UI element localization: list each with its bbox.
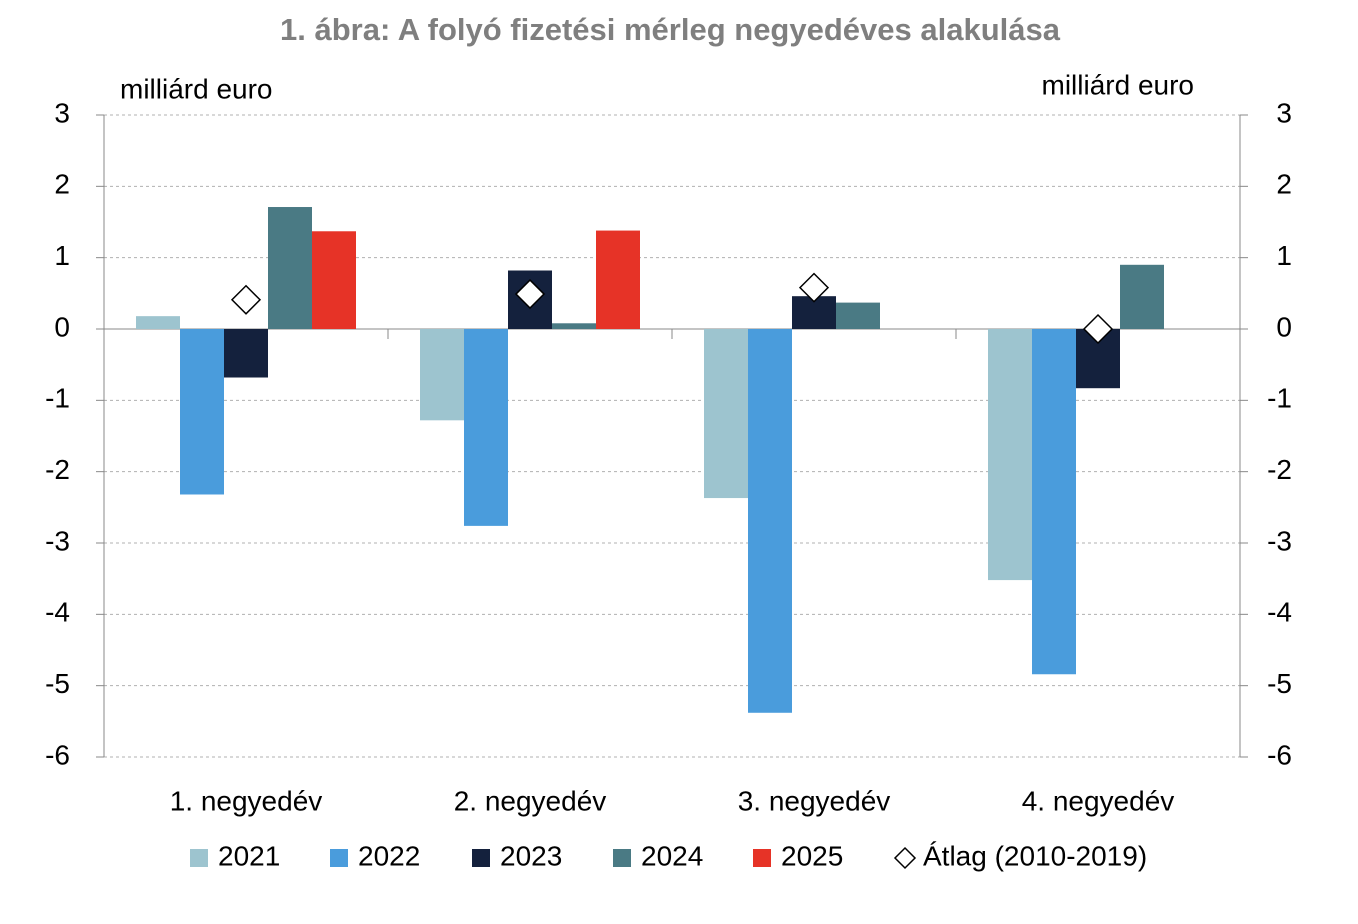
average-marker xyxy=(514,278,546,310)
bar xyxy=(136,316,180,329)
bar xyxy=(268,207,312,329)
bar xyxy=(420,329,464,421)
legend-label: 2022 xyxy=(358,840,420,871)
legend-swatch xyxy=(893,846,917,870)
x-tick-label: 3. negyedév xyxy=(738,785,891,816)
y2-tick-label: -2 xyxy=(1267,454,1292,485)
y2-tick-label: -6 xyxy=(1267,739,1292,770)
legend-label: 2025 xyxy=(781,840,843,871)
legend-swatch xyxy=(472,849,490,867)
legend-label: 2021 xyxy=(218,840,280,871)
bar xyxy=(464,329,508,526)
y2-axis-label: milliárd euro xyxy=(1042,69,1195,100)
legend-swatch xyxy=(330,849,348,867)
bar xyxy=(180,329,224,495)
y2-tick-label: -1 xyxy=(1267,383,1292,414)
x-tick-label: 1. negyedév xyxy=(170,785,323,816)
y-tick-label: -3 xyxy=(45,525,70,556)
y2-tick-label: -3 xyxy=(1267,525,1292,556)
legend-swatch xyxy=(190,849,208,867)
x-tick-label: 2. negyedév xyxy=(454,785,607,816)
bar xyxy=(836,302,880,329)
chart-title: 1. ábra: A folyó fizetési mérleg negyedé… xyxy=(280,12,1061,47)
bar xyxy=(704,329,748,499)
y2-tick-label: -4 xyxy=(1267,597,1292,628)
bar xyxy=(552,323,596,329)
y-tick-label: -2 xyxy=(45,454,70,485)
bar xyxy=(224,329,268,378)
y2-tick-label: 0 xyxy=(1276,311,1292,342)
y-tick-label: 0 xyxy=(54,311,70,342)
y2-tick-label: 1 xyxy=(1276,240,1292,271)
y-tick-label: -6 xyxy=(45,739,70,770)
y-tick-label: 1 xyxy=(54,240,70,271)
y-tick-label: 2 xyxy=(54,169,70,200)
bar xyxy=(1120,264,1164,329)
average-marker xyxy=(798,272,830,303)
legend-label: Átlag (2010-2019) xyxy=(923,840,1147,871)
legend-swatch xyxy=(753,849,771,867)
y-tick-label: -4 xyxy=(45,597,70,628)
legend-swatch xyxy=(613,849,631,867)
y-axis-label: milliárd euro xyxy=(120,73,273,104)
y2-tick-label: 2 xyxy=(1276,169,1292,200)
legend-label: 2024 xyxy=(641,840,703,871)
y-tick-label: 3 xyxy=(54,97,70,128)
average-marker xyxy=(230,284,262,315)
average-marker xyxy=(1082,313,1114,345)
bar xyxy=(596,230,640,329)
y-tick-label: -5 xyxy=(45,668,70,699)
bar xyxy=(312,231,356,329)
x-tick-label: 4. negyedév xyxy=(1022,785,1175,816)
bar xyxy=(748,329,792,713)
y2-tick-label: -5 xyxy=(1267,668,1292,699)
bar xyxy=(988,329,1032,581)
y2-tick-label: 3 xyxy=(1276,97,1292,128)
bar xyxy=(1032,329,1076,675)
legend-label: 2023 xyxy=(500,840,562,871)
y-tick-label: -1 xyxy=(45,383,70,414)
